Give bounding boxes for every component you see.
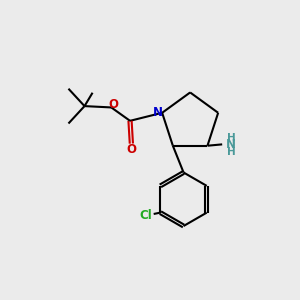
Text: O: O [108,98,118,111]
Text: H: H [227,133,236,143]
Text: N: N [153,106,163,119]
Text: H: H [227,147,236,157]
Text: Cl: Cl [139,209,152,222]
Text: N: N [226,138,236,151]
Text: O: O [126,143,136,156]
